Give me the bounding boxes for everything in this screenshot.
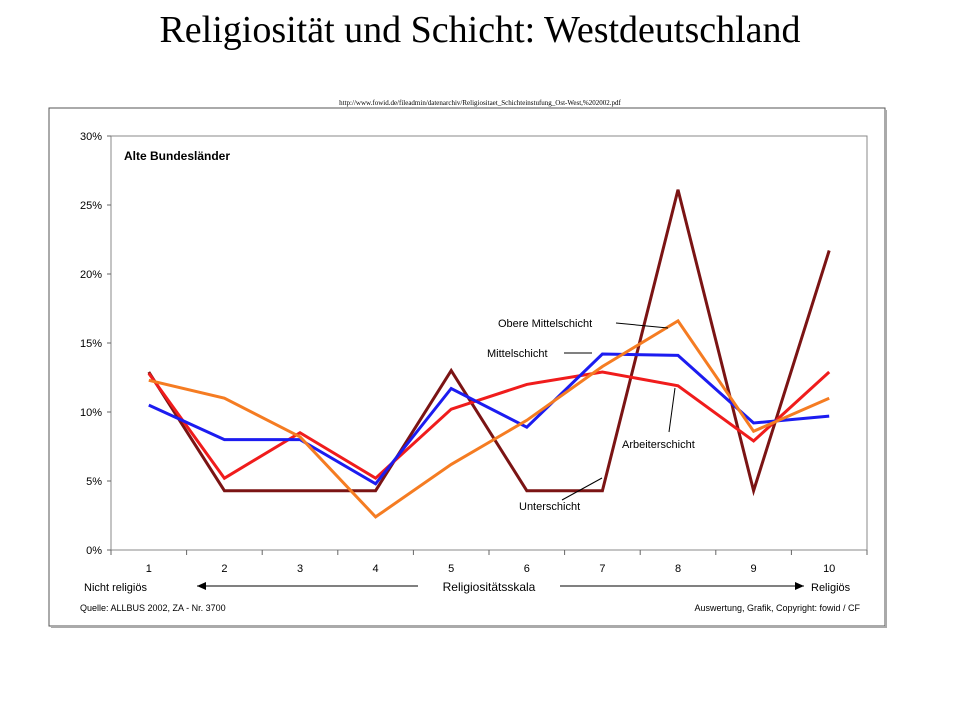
series-line-unterschicht — [147, 189, 831, 497]
x-tick-label: 7 — [599, 563, 605, 575]
series-label: Arbeiterschicht — [622, 439, 695, 451]
series-label: Unterschicht — [519, 501, 580, 513]
x-tick-label: 8 — [675, 563, 681, 575]
series-layer — [147, 189, 831, 519]
callout-leader — [615, 322, 669, 329]
y-tick-label: 20% — [80, 269, 102, 281]
credit-note: Auswertung, Grafik, Copyright: fowid / C… — [694, 603, 860, 613]
series-line-mittelschicht — [148, 352, 830, 486]
scale-arrow: Nicht religiös Religiositätsskala Religi… — [84, 580, 851, 594]
y-tick-label: 0% — [86, 545, 102, 557]
plot-area — [110, 135, 868, 551]
x-tick-label: 5 — [448, 563, 454, 575]
y-axis: 0% 5% 10% 15% 20% 25% 30% — [80, 131, 111, 557]
source-url: http://www.fowid.de/fileadmin/datenarchi… — [339, 99, 621, 107]
x-tick-label: 3 — [297, 563, 303, 575]
chart-title: Alte Bundesländer — [124, 149, 230, 163]
x-tick-label: 9 — [751, 563, 757, 575]
series-callouts: Obere Mittelschicht Mittelschicht Arbeiter… — [487, 318, 695, 513]
y-tick-label: 15% — [80, 338, 102, 350]
series-line-arbeiterschicht — [147, 370, 831, 481]
x-axis-title: Religiositätsskala — [443, 580, 536, 594]
x-tick-label: 6 — [524, 563, 530, 575]
x-right-label: Religiös — [811, 582, 851, 594]
source-note: Quelle: ALLBUS 2002, ZA - Nr. 3700 — [80, 603, 226, 613]
callout-leader — [668, 387, 676, 433]
y-tick-label: 30% — [80, 131, 102, 143]
y-tick-label: 25% — [80, 200, 102, 212]
y-tick-label: 5% — [86, 476, 102, 488]
callout-leader — [561, 477, 603, 501]
x-left-label: Nicht religiös — [84, 582, 147, 594]
series-line-obere-mittelschicht — [148, 318, 830, 519]
x-tick-label: 2 — [221, 563, 227, 575]
series-label: Mittelschicht — [487, 348, 548, 360]
arrow-left-head-icon — [197, 582, 206, 590]
x-tick-label: 1 — [146, 563, 152, 575]
slide-title: Religiosität und Schicht: Westdeutschlan… — [159, 9, 801, 51]
arrow-right-head-icon — [795, 582, 804, 590]
x-axis: 1 2 3 4 5 6 7 8 9 10 — [110, 550, 868, 575]
x-tick-label: 10 — [823, 563, 835, 575]
y-tick-label: 10% — [80, 407, 102, 419]
x-tick-label: 4 — [373, 563, 379, 575]
series-label: Obere Mittelschicht — [498, 318, 592, 330]
